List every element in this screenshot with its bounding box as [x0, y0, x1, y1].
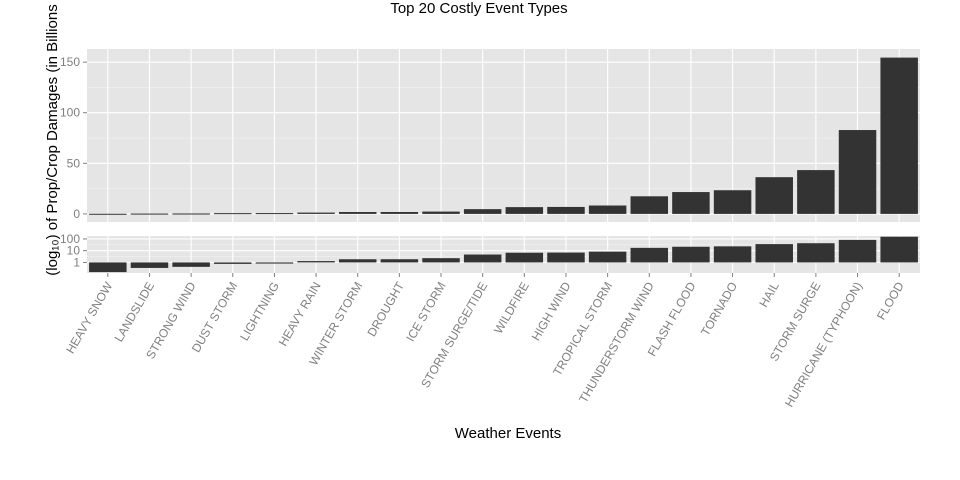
y-tick-label: 0 — [73, 207, 80, 221]
bar — [880, 57, 918, 214]
bar — [630, 196, 669, 214]
bar — [672, 192, 710, 214]
y-tick-label: 150 — [60, 55, 80, 69]
y-tick-label: 10 — [67, 244, 81, 258]
chart-title: Top 20 Costly Event Types — [390, 0, 567, 17]
bar — [755, 244, 793, 263]
x-tick-label: HEAVY RAIN — [276, 280, 324, 349]
x-tick-label: LIGHTNING — [237, 280, 282, 344]
x-tick-label: THUNDERSTORM WIND — [576, 279, 657, 405]
bar — [89, 262, 127, 273]
bar — [172, 262, 210, 267]
bar — [89, 213, 127, 215]
x-tick-label: ICE STORM — [403, 279, 448, 344]
x-tick-label: FLOOD — [874, 279, 907, 322]
panel-background — [87, 49, 920, 222]
x-tick-label: HEAVY SNOW — [63, 279, 116, 356]
bar — [380, 212, 419, 214]
bar — [505, 207, 544, 214]
x-tick-label: DROUGHT — [365, 279, 408, 339]
bar — [422, 258, 460, 263]
bar — [838, 130, 877, 214]
bar — [547, 206, 585, 214]
bar — [463, 254, 502, 263]
bar — [505, 252, 544, 263]
bar — [214, 262, 252, 264]
bar — [422, 211, 460, 214]
bar — [172, 213, 210, 215]
bar — [463, 209, 502, 214]
bar — [214, 213, 252, 215]
bar — [130, 213, 169, 215]
y-tick-label: 1 — [73, 255, 80, 269]
bar — [338, 259, 377, 263]
bar — [713, 246, 752, 263]
y-tick-label: 100 — [60, 106, 80, 120]
bar — [797, 170, 835, 214]
bar — [880, 236, 918, 263]
x-tick-label: LANDSLIDE — [112, 280, 157, 345]
x-tick-label: DUST STORM — [189, 280, 241, 355]
x-tick-label: HIGH WIND — [529, 279, 574, 343]
x-tick-label: HURRICANE (TYPHOON) — [782, 280, 865, 410]
bar — [547, 252, 585, 263]
bar — [255, 213, 294, 215]
x-tick-label: HAIL — [756, 279, 782, 309]
bar — [797, 243, 835, 263]
y-tick-label: 100 — [60, 232, 80, 246]
bar — [297, 261, 335, 263]
y-axis-title: (log₁₀) of Prop/Crop Damages (in Billion… — [44, 4, 61, 275]
x-tick-label: TORNADO — [698, 280, 740, 339]
bar — [630, 247, 669, 263]
y-tick-label: 50 — [67, 156, 81, 170]
bar — [672, 246, 710, 263]
bar — [713, 190, 752, 214]
x-axis-title: Weather Events — [455, 425, 561, 442]
top-panel: 0 50 100 150 — [60, 49, 920, 222]
bar — [380, 259, 419, 263]
bar — [755, 177, 793, 214]
bar — [588, 205, 627, 214]
bar — [588, 251, 627, 263]
x-tick-label: WILDFIRE — [491, 280, 532, 337]
bar — [297, 212, 335, 214]
panel-background — [87, 236, 920, 273]
bar — [838, 239, 877, 263]
bar — [255, 262, 294, 264]
bar — [130, 262, 169, 268]
bar — [338, 212, 377, 214]
